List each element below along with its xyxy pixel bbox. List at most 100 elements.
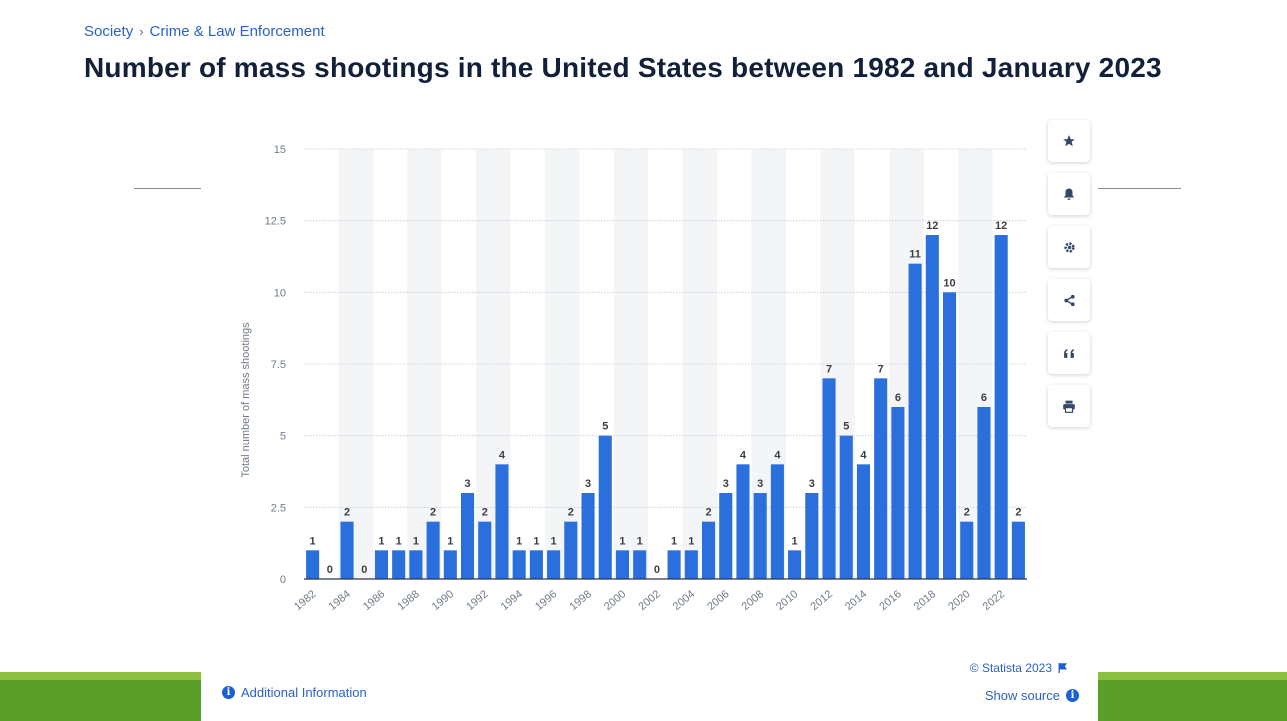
bar-2012	[822, 378, 836, 579]
x-tick-label: 2016	[877, 588, 903, 613]
bars	[306, 235, 1025, 579]
bar-1996	[547, 550, 561, 579]
data-label: 12	[926, 220, 938, 232]
data-label: 0	[361, 564, 367, 576]
data-label: 1	[551, 535, 557, 547]
notification-button[interactable]	[1048, 173, 1090, 215]
y-tick-label: 0	[280, 574, 286, 586]
print-button[interactable]	[1048, 385, 1090, 427]
data-label: 0	[327, 564, 333, 576]
data-label: 1	[516, 535, 522, 547]
bar-1989	[426, 521, 440, 579]
gridlines	[304, 148, 1027, 508]
data-label: 1	[447, 535, 453, 547]
slide-rule-left	[134, 188, 202, 189]
data-label: 12	[995, 220, 1007, 232]
bar-1991	[460, 493, 475, 579]
data-label: 7	[878, 363, 884, 375]
share-icon	[1063, 294, 1075, 306]
x-tick-label: 2008	[740, 588, 766, 613]
data-label: 1	[413, 535, 419, 547]
x-tick-label: 1982	[292, 588, 318, 613]
data-label: 1	[671, 535, 677, 547]
bar-1988	[409, 550, 423, 579]
additional-information-link[interactable]: i Additional Information	[222, 685, 367, 700]
data-label: 2	[1015, 507, 1021, 519]
breadcrumb-item-crime-law[interactable]: Crime & Law Enforcement	[149, 23, 325, 40]
x-tick-label: 2006	[705, 588, 731, 613]
data-label: 1	[378, 535, 384, 547]
star-icon	[1063, 135, 1075, 147]
data-label: 4	[860, 449, 867, 461]
bar-1995	[529, 550, 543, 579]
bar-2006	[719, 493, 733, 579]
bar-2009	[770, 464, 784, 579]
breadcrumb-item-society[interactable]: Society	[84, 23, 134, 40]
bar-2000	[615, 550, 630, 579]
quote-icon	[1063, 348, 1074, 358]
bar-2013	[839, 435, 853, 579]
y-tick-label: 10	[274, 287, 286, 299]
y-tick-label: 2.5	[271, 502, 286, 514]
bar-2005	[701, 521, 716, 579]
data-label: 1	[637, 535, 643, 547]
x-tick-label: 2010	[774, 588, 800, 613]
bar-2014	[856, 464, 871, 579]
print-icon	[1063, 400, 1075, 413]
bar-1997	[564, 521, 578, 579]
bar-2008	[753, 493, 767, 579]
info-icon: i	[1066, 689, 1079, 702]
bar-1998	[581, 493, 595, 579]
x-tick-label: 1984	[326, 588, 352, 613]
bell-icon	[1064, 188, 1074, 200]
data-label: 6	[895, 392, 901, 404]
bar-1993	[495, 464, 509, 579]
x-tick-label: 1994	[499, 588, 525, 613]
copyright-link[interactable]: © Statista 2023	[970, 661, 1067, 675]
x-tick-label: 1990	[430, 588, 456, 613]
cite-button[interactable]	[1048, 332, 1090, 374]
data-label: 10	[943, 277, 955, 289]
data-label: 1	[533, 535, 539, 547]
data-label: 2	[705, 507, 711, 519]
data-label: 2	[482, 507, 488, 519]
x-tick-label: 2020	[946, 588, 972, 613]
bookmark-button[interactable]	[1048, 120, 1090, 162]
data-label: 2	[568, 507, 574, 519]
data-label: 5	[602, 421, 608, 433]
bar-2015	[874, 378, 888, 579]
x-tick-label: 2012	[808, 588, 834, 613]
data-label: 0	[654, 564, 660, 576]
settings-button[interactable]	[1048, 226, 1090, 268]
bar-2003	[667, 550, 681, 579]
y-axis-label: Total number of mass shootings	[240, 322, 252, 478]
share-button[interactable]	[1048, 279, 1090, 321]
x-tick-label: 1986	[361, 588, 387, 613]
data-label: 7	[826, 363, 832, 375]
x-tick-label: 1992	[464, 588, 490, 613]
data-label: 1	[310, 535, 316, 547]
show-source-link[interactable]: Show source i	[985, 688, 1079, 703]
bar-1984	[340, 521, 354, 579]
x-tick-label: 2022	[981, 588, 1007, 613]
y-tick-label: 7.5	[271, 359, 286, 371]
data-label: 6	[981, 392, 987, 404]
bar-2007	[736, 464, 750, 579]
bar-2011	[805, 493, 819, 579]
info-icon: i	[222, 686, 235, 699]
x-tick-label: 1988	[395, 588, 421, 613]
x-tick-label: 1996	[533, 588, 559, 613]
gear-icon	[1063, 241, 1075, 253]
bar-1999	[598, 435, 612, 579]
slide-footer-band-left	[0, 672, 201, 721]
copyright-label: © Statista 2023	[969, 661, 1052, 675]
data-label: 3	[723, 478, 729, 490]
data-label: 3	[809, 478, 815, 490]
data-label: 3	[464, 478, 470, 490]
bar-1987	[392, 550, 406, 579]
data-label: 5	[843, 421, 849, 433]
bar-2020	[960, 521, 974, 579]
page-title: Number of mass shootings in the United S…	[84, 52, 1162, 83]
chart-toolbar	[1048, 120, 1090, 438]
x-tick-label: 2000	[602, 588, 628, 613]
